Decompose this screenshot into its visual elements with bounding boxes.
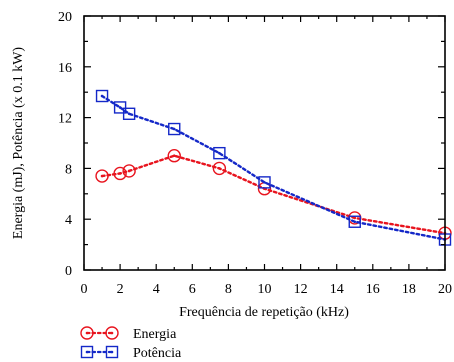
potencia-point-center [118,106,122,109]
potencia-legend-marker-left-center [85,350,89,354]
potencia-point [213,146,226,160]
y-tick-label: 12 [58,112,72,127]
energia-legend-marker-right [105,326,119,340]
y-tick-label: 16 [58,61,72,76]
potencia-point-center [127,112,131,116]
x-tick-label: 10 [258,282,272,297]
y-tick-label: 4 [65,213,72,228]
x-tick-label: 2 [117,282,124,297]
potencia-point [95,89,109,103]
potencia-point-center [100,94,104,98]
energia-point-center [172,154,176,157]
potencia-point [168,122,181,136]
legend: Energia Potência [80,326,182,361]
potencia-legend-marker-right [105,345,119,359]
potencia-point [113,101,127,114]
energia-point-center [353,216,357,220]
potencia-point [122,107,136,120]
potencia-point [348,215,361,228]
potencia-point-center [172,127,176,131]
potencia-point-center [263,181,266,184]
energia-point-center [100,174,104,178]
potencia-point [258,176,271,189]
plot-frame [83,15,446,271]
energia-legend-marker-right-center [110,331,114,335]
potencia-series-line [100,94,447,241]
energia-series-line [100,154,447,235]
y-tick-label: 8 [65,162,72,177]
x-tick-label: 12 [294,282,308,297]
energia-point [113,166,127,181]
y-tick-label: 0 [65,264,72,279]
x-tick-label: 14 [330,282,344,297]
x-tick-label: 8 [225,282,232,297]
energia-legend-marker-left-center [85,331,89,335]
y-axis-label: Energia (mJ), Potência (x 0.1 kW) [11,47,26,240]
plot-area [95,89,452,246]
axis-ticks: 0 2 4 6 8 10 12 14 16 18 20 0 4 8 12 16 20 [58,10,452,297]
energia-point-center [127,169,131,173]
x-tick-label: 18 [402,282,416,297]
x-tick-label: 0 [81,282,88,297]
y-tick-label: 20 [58,10,72,25]
energia-legend-label: Energia [133,327,177,342]
x-tick-label: 6 [189,282,196,297]
x-tick-label: 16 [366,282,380,297]
energia-point [122,164,136,178]
potencia-legend-marker-left [80,345,94,359]
x-axis-label: Frequência de repetição (kHz) [179,305,349,320]
energia-legend-marker-left [80,326,94,340]
energia-point-center [118,172,122,175]
x-tick-label: 4 [153,282,160,297]
potencia-legend-marker-right-center [110,350,114,354]
energia-point [167,148,181,163]
potencia-point-center [353,220,357,224]
potencia-legend-label: Potência [133,346,182,361]
x-tick-label: 20 [438,282,452,297]
energia-point [95,169,109,183]
energia-point-center [218,167,221,170]
energia-point [212,161,227,176]
potencia-point-center [218,151,221,155]
